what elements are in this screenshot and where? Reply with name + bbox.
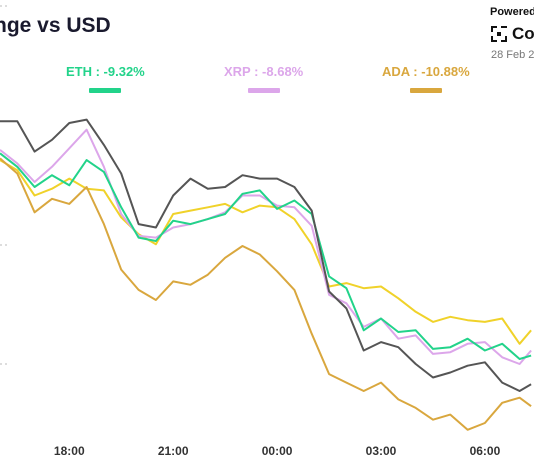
legend-item-eth[interactable]: ETH : -9.32% (66, 64, 145, 93)
x-axis-ticks: 18:00 21:00 00:00 03:00 06:00 (54, 444, 501, 458)
legend-swatch-ada (409, 88, 442, 93)
brand-logo: Coi (490, 24, 534, 44)
x-tick-label: 18:00 (54, 444, 85, 458)
x-tick-label: 00:00 (262, 444, 293, 458)
legend-label-ada: ADA : -10.88% (382, 64, 470, 79)
legend-label-eth: ETH : -9.32% (66, 64, 145, 79)
legend-item-xrp[interactable]: XRP : -8.68% (224, 64, 303, 93)
series-line-unlabeled-3 (0, 118, 532, 392)
series-line-ada (0, 157, 532, 431)
legend-swatch-eth (89, 88, 122, 93)
legend-swatch-xrp (247, 88, 280, 93)
series-line-unlabeled-4 (0, 159, 532, 345)
brand-icon (491, 26, 507, 42)
legend-item-ada[interactable]: ADA : -10.88% (382, 64, 470, 93)
x-tick-label: 21:00 (158, 444, 189, 458)
brand-name: Coi (512, 24, 534, 43)
series-line-eth (0, 152, 532, 360)
powered-by-label: Powered (490, 6, 534, 18)
chart-date: 28 Feb 2 (491, 49, 534, 61)
x-tick-label: 06:00 (470, 444, 501, 458)
chart-title: nge vs USD (0, 14, 111, 37)
series-line-xrp (0, 128, 532, 365)
legend-label-xrp: XRP : -8.68% (224, 64, 304, 79)
chart-gridlines (0, 5, 10, 365)
chart-series-lines (0, 118, 532, 431)
x-tick-label: 03:00 (366, 444, 397, 458)
